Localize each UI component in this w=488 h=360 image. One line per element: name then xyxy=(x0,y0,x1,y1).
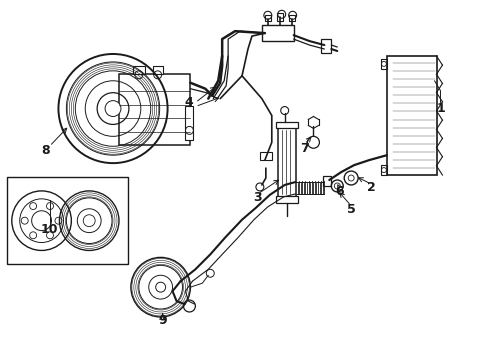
Circle shape xyxy=(30,203,37,210)
Circle shape xyxy=(46,232,53,239)
Text: 2: 2 xyxy=(366,181,375,194)
Bar xyxy=(276,13,282,21)
Bar xyxy=(380,165,386,175)
Bar xyxy=(133,66,144,74)
Bar xyxy=(119,74,190,145)
Circle shape xyxy=(55,217,62,224)
Text: 7: 7 xyxy=(300,142,308,155)
Text: 4: 4 xyxy=(183,96,192,109)
Bar xyxy=(275,122,297,129)
Text: 5: 5 xyxy=(346,203,355,216)
Bar xyxy=(262,25,293,41)
Text: 10: 10 xyxy=(41,223,58,236)
Text: 6: 6 xyxy=(334,185,343,198)
Text: 1: 1 xyxy=(435,102,444,115)
Bar xyxy=(323,176,331,186)
Circle shape xyxy=(105,100,121,117)
Bar xyxy=(321,39,331,53)
Text: 3: 3 xyxy=(253,192,262,204)
Bar xyxy=(380,59,386,69)
Bar xyxy=(275,196,297,203)
Bar xyxy=(185,105,193,140)
Bar xyxy=(386,56,436,175)
Text: 8: 8 xyxy=(41,144,50,157)
Circle shape xyxy=(30,232,37,239)
Bar xyxy=(259,152,271,160)
Text: 9: 9 xyxy=(158,314,166,327)
Circle shape xyxy=(46,203,53,210)
Bar xyxy=(152,66,163,74)
Bar xyxy=(288,15,294,21)
Bar xyxy=(7,177,128,264)
Bar xyxy=(264,15,270,21)
Bar xyxy=(277,126,295,198)
Circle shape xyxy=(21,217,28,224)
